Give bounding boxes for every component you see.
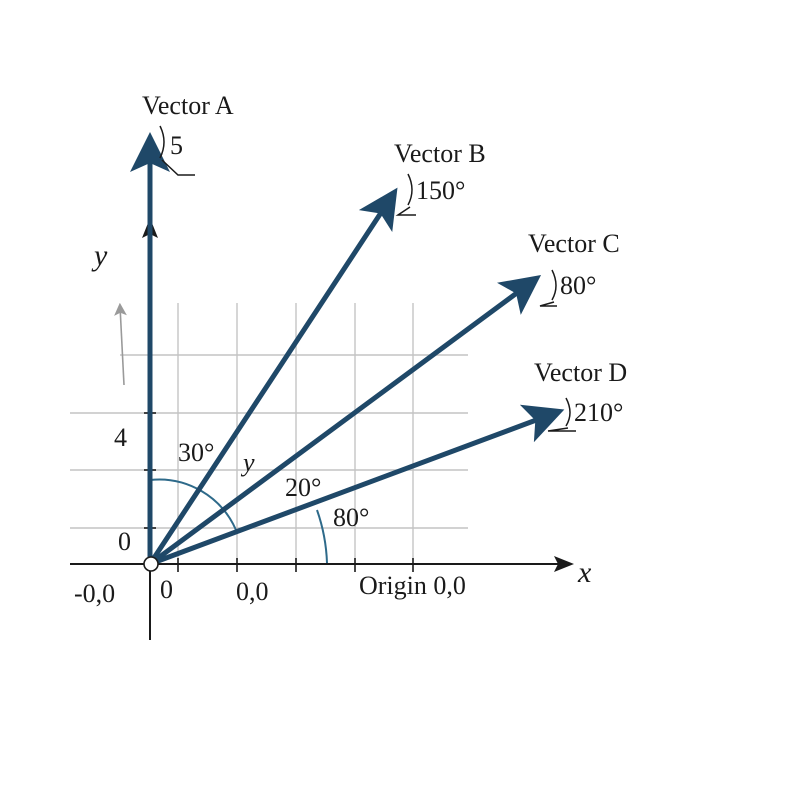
- x-tick-label-mid: 0,0: [236, 577, 269, 606]
- x-axis-label: x: [577, 556, 592, 589]
- origin-point: [143, 556, 159, 572]
- vector-d-annotation: 210°: [574, 398, 623, 427]
- vector-d-arrow: [147, 404, 565, 567]
- vector-b-label: Vector B: [394, 139, 486, 168]
- y-tick-label-0: 0: [118, 527, 131, 556]
- arc-30: [149, 478, 237, 531]
- angle-80-label: 80°: [333, 503, 369, 532]
- angle-y-label: y: [240, 448, 255, 477]
- y-tick-label-4: 4: [114, 423, 127, 452]
- bracket-a: [159, 125, 195, 176]
- vector-c-annotation: 80°: [560, 271, 596, 300]
- bracket-c: [539, 269, 557, 307]
- vector-d-label: Vector D: [534, 358, 627, 387]
- y-axis-label: y: [91, 239, 108, 272]
- vector-c-arrow: [147, 275, 542, 567]
- bracket-b: [395, 173, 416, 216]
- x-tick-label-neg: -0,0: [74, 579, 115, 608]
- vector-b-arrow: [147, 187, 398, 567]
- arc-80: [316, 509, 328, 564]
- axes: [70, 218, 574, 640]
- angle-arcs: [149, 478, 328, 564]
- vector-a-label: Vector A: [142, 91, 234, 120]
- vector-b-annotation: 150°: [416, 176, 465, 205]
- faint-arrow: [114, 302, 127, 386]
- x-tick-label-zero: 0: [160, 575, 173, 604]
- vector-a-annotation: 5: [170, 131, 183, 160]
- vectors: [130, 132, 565, 567]
- vector-c-label: Vector C: [528, 229, 620, 258]
- bracket-marks: [159, 125, 576, 432]
- bracket-d: [547, 397, 576, 432]
- origin-label: Origin 0,0: [359, 571, 466, 600]
- angle-30-label: 30°: [178, 438, 214, 467]
- angle-20-label: 20°: [285, 473, 321, 502]
